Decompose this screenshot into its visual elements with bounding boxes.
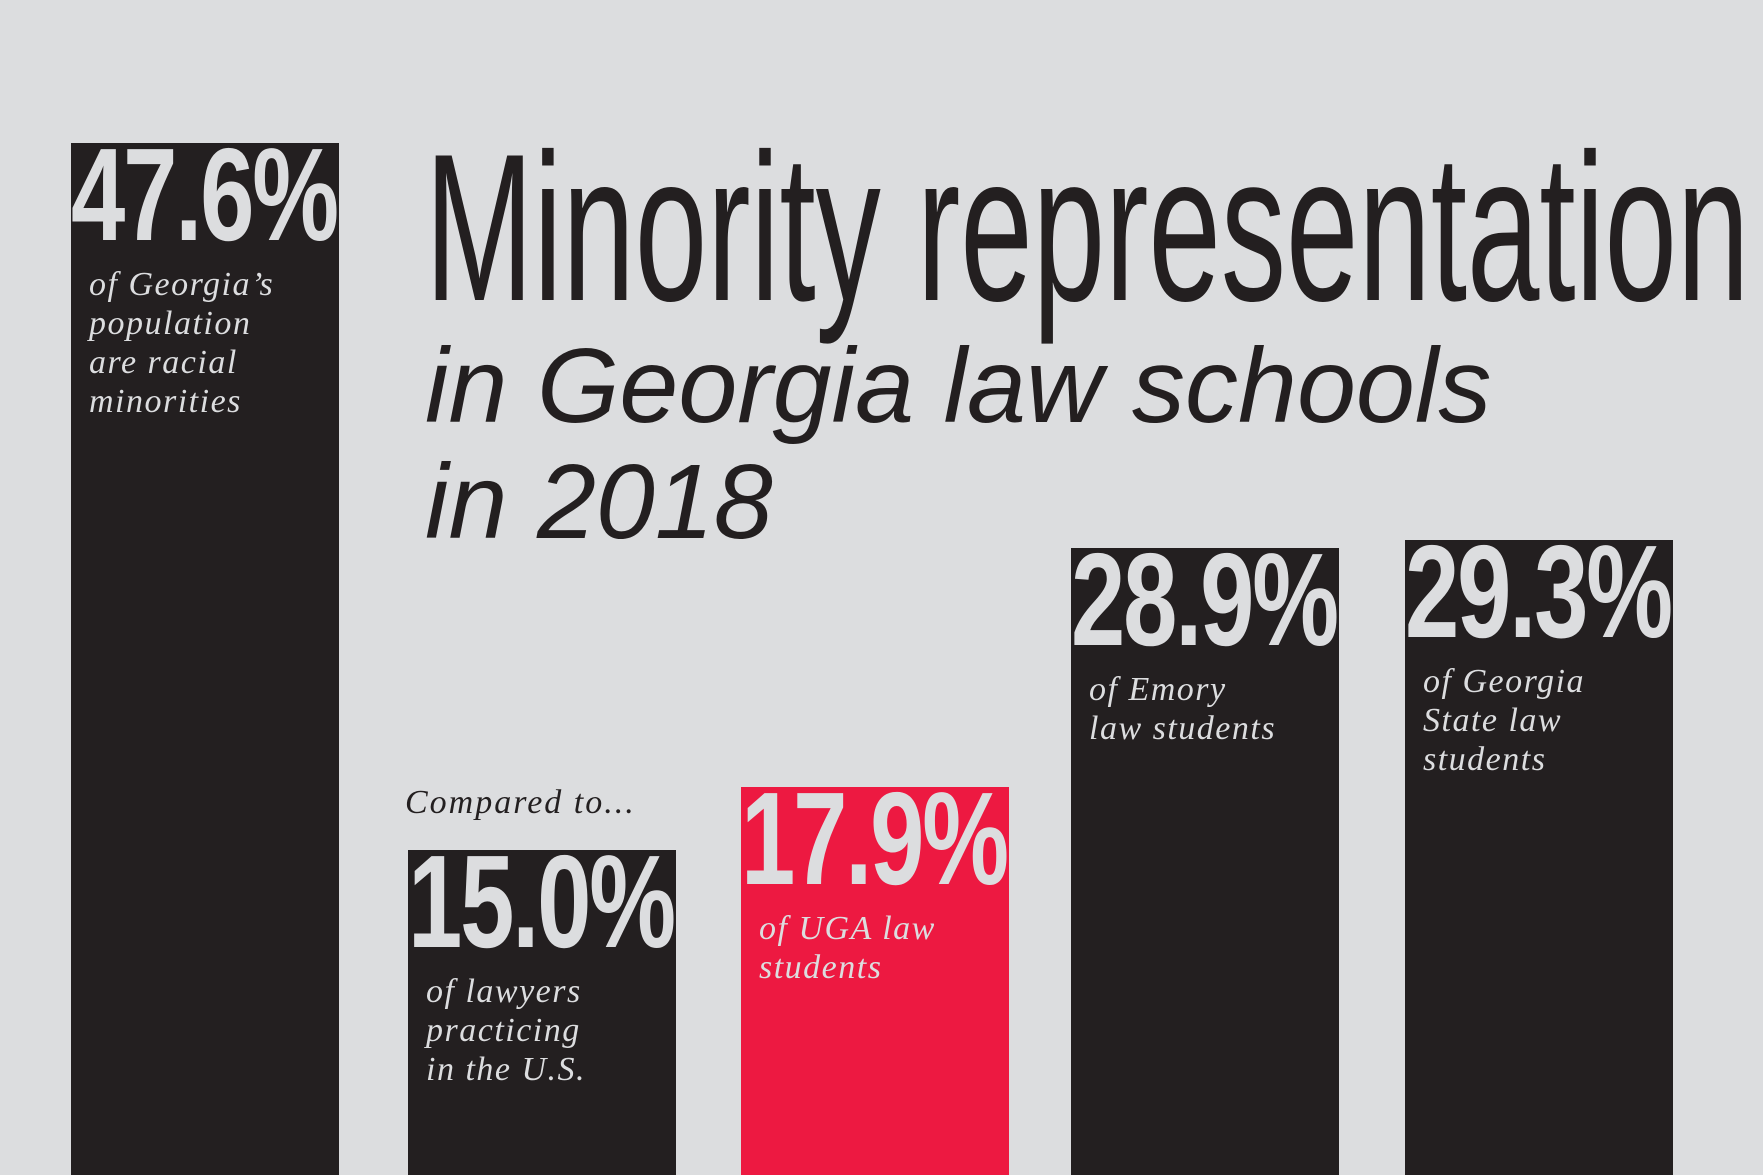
category-label-line: students xyxy=(759,949,883,986)
category-label-georgia-state-law: of Georgia State law students xyxy=(1423,662,1678,779)
category-label-line: are racial xyxy=(89,344,238,381)
bar-georgia-population: 47.6% of Georgia’s population are racial min… xyxy=(71,129,339,1175)
subtitle-line-1: in Georgia law schools xyxy=(425,327,1492,445)
category-label-line: minorities xyxy=(89,383,242,420)
bar-emory-law: 28.9% of Emory law students xyxy=(1071,534,1339,1175)
category-label-line: State law xyxy=(1423,702,1563,739)
bar-us-lawyers: 15.0% of lawyers practicing in the U.S. xyxy=(408,836,676,1175)
category-label-us-lawyers: of lawyers practicing in the U.S. xyxy=(426,972,681,1089)
category-label-line: practicing xyxy=(426,1012,581,1049)
value-label-georgia-state-law: 29.3% xyxy=(1405,518,1673,665)
value-label-us-lawyers: 15.0% xyxy=(408,828,676,975)
category-label-emory-law: of Emory law students xyxy=(1089,670,1344,748)
value-label-georgia-population: 47.6% xyxy=(71,121,339,268)
category-label-line: of Emory xyxy=(1089,671,1227,708)
chart-subtitle: in Georgia law schools in 2018 xyxy=(425,328,1491,560)
bar-georgia-state-law: 29.3% of Georgia State law students xyxy=(1405,526,1673,1175)
category-label-uga-law: of UGA law students xyxy=(759,909,1014,987)
category-label-line: of Georgia xyxy=(1423,663,1586,700)
chart-title: Minority representation xyxy=(425,110,1750,345)
value-label-emory-law: 28.9% xyxy=(1071,526,1339,673)
category-label-georgia-population: of Georgia’s population are racial minoriti… xyxy=(89,265,344,421)
category-label-line: of lawyers xyxy=(426,973,582,1010)
category-label-line: law students xyxy=(1089,710,1277,747)
category-label-line: students xyxy=(1423,741,1547,778)
category-label-line: population xyxy=(89,305,252,342)
bar-uga-law: 17.9% of UGA law students xyxy=(741,773,1009,1175)
value-label-uga-law: 17.9% xyxy=(741,765,1009,912)
category-label-line: of Georgia’s xyxy=(89,266,275,303)
subtitle-line-2: in 2018 xyxy=(425,443,773,561)
category-label-line: of UGA law xyxy=(759,910,936,947)
category-label-line: in the U.S. xyxy=(426,1051,587,1088)
comparison-label: Compared to... xyxy=(405,784,636,821)
